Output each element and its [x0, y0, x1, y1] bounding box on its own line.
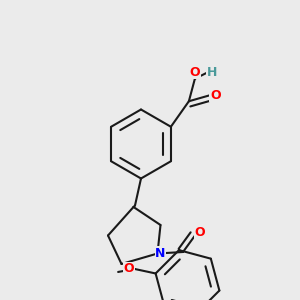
Text: O: O: [210, 89, 220, 102]
Text: H: H: [207, 66, 217, 79]
Text: O: O: [190, 66, 200, 79]
Text: N: N: [155, 247, 166, 260]
Text: O: O: [194, 226, 205, 239]
Text: O: O: [123, 262, 134, 275]
